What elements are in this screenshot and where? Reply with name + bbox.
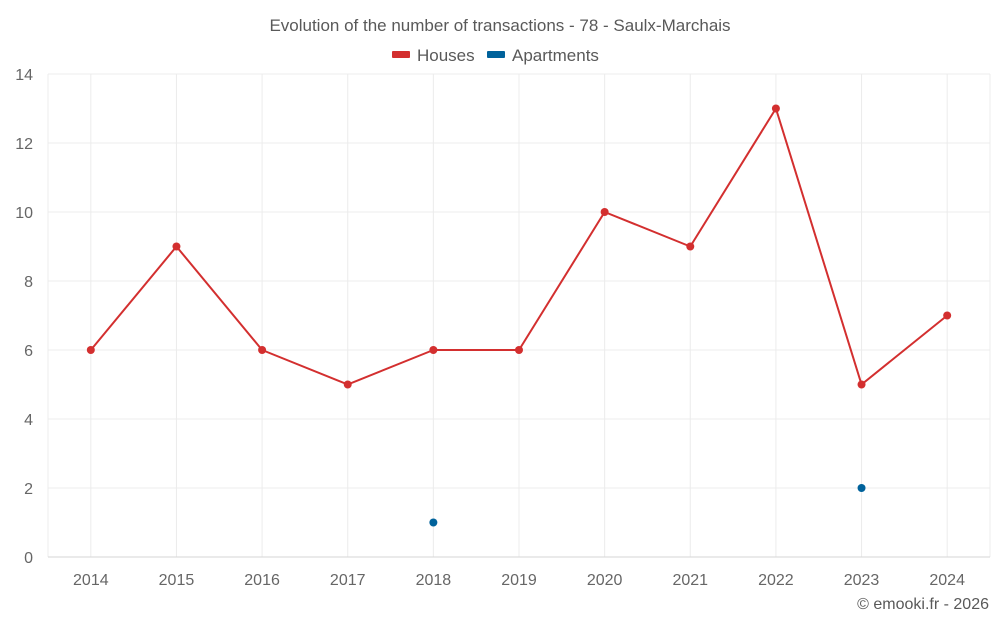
data-point-apartments-2023[interactable] — [857, 484, 866, 492]
series-houses — [86, 104, 952, 389]
x-tick-label: 2022 — [758, 572, 794, 589]
data-point-houses-2023[interactable] — [857, 380, 866, 389]
series-apartments — [429, 484, 866, 527]
legend-label-apartments[interactable]: Apartments — [512, 46, 599, 65]
y-tick-label: 4 — [24, 412, 33, 429]
data-point-houses-2022[interactable] — [771, 104, 780, 113]
grid — [47, 73, 991, 557]
y-tick-label: 12 — [15, 136, 33, 153]
legend-label-houses[interactable]: Houses — [417, 46, 475, 65]
y-tick-label: 0 — [24, 550, 33, 567]
y-tick-label: 2 — [24, 481, 33, 498]
data-point-houses-2018[interactable] — [429, 346, 438, 354]
x-tick-label: 2019 — [501, 572, 537, 589]
legend: Houses Apartments — [392, 46, 599, 65]
y-tick-label: 6 — [24, 343, 33, 360]
data-point-houses-2014[interactable] — [86, 346, 95, 354]
y-tick-label: 14 — [15, 67, 33, 84]
credit-label: © emooki.fr - 2026 — [857, 596, 989, 613]
x-tick-label: 2015 — [159, 572, 195, 589]
x-tick-label: 2017 — [330, 572, 366, 589]
x-tick-label: 2020 — [587, 572, 623, 589]
data-point-houses-2019[interactable] — [515, 346, 523, 354]
data-point-houses-2024[interactable] — [943, 311, 952, 320]
data-point-houses-2017[interactable] — [343, 380, 352, 389]
y-tick-label: 8 — [24, 274, 33, 291]
axes: 0 2 4 6 8 10 12 14 2014 2015 2016 2017 2018 2019 2020 2… — [15, 67, 990, 589]
data-point-houses-2021[interactable] — [686, 242, 695, 251]
x-tick-label: 2023 — [844, 572, 880, 589]
legend-swatch-apartments — [487, 51, 505, 58]
x-tick-label: 2021 — [672, 572, 708, 589]
data-point-houses-2016[interactable] — [258, 346, 267, 354]
x-tick-label: 2018 — [416, 572, 452, 589]
data-point-apartments-2018[interactable] — [429, 518, 438, 527]
data-point-houses-2020[interactable] — [600, 208, 609, 216]
series — [86, 104, 952, 527]
x-tick-label: 2024 — [929, 572, 965, 589]
chart-title: Evolution of the number of transactions … — [269, 16, 730, 35]
x-tick-label: 2016 — [244, 572, 280, 589]
y-tick-label: 10 — [15, 205, 33, 222]
legend-swatch-houses — [392, 51, 410, 58]
data-point-houses-2015[interactable] — [172, 242, 181, 251]
x-tick-label: 2014 — [73, 572, 109, 589]
